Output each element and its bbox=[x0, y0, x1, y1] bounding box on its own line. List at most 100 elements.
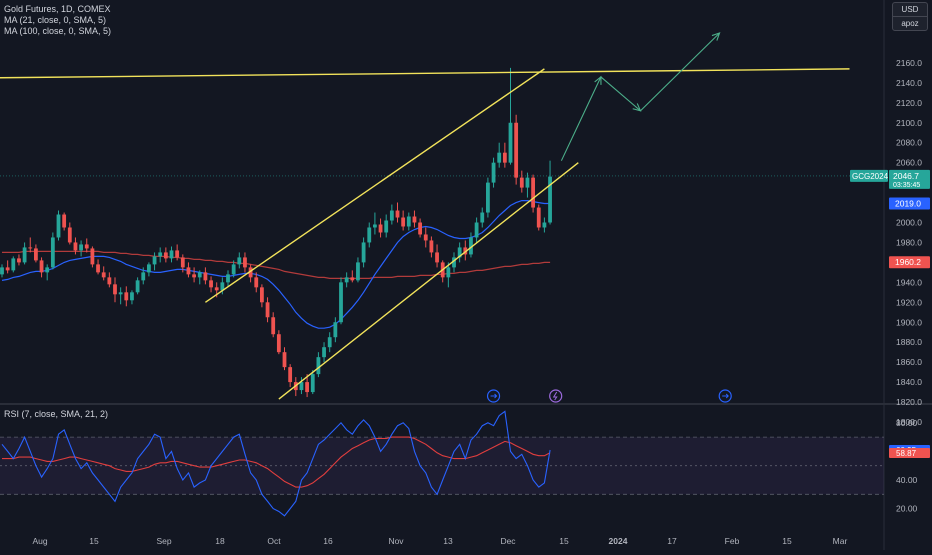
symbol-tag-bg bbox=[850, 169, 888, 182]
candle-body bbox=[96, 264, 100, 273]
candle-body bbox=[401, 217, 406, 227]
candle-body bbox=[469, 237, 473, 255]
candle-body bbox=[282, 352, 287, 368]
candle-body bbox=[124, 292, 129, 301]
candle-body bbox=[237, 257, 242, 265]
candle-body bbox=[141, 272, 146, 281]
price-tick-label: 2000.0 bbox=[896, 218, 922, 228]
currency-sub-label: apoz bbox=[901, 19, 919, 28]
candle-body bbox=[519, 177, 524, 188]
candle-body bbox=[327, 337, 332, 348]
candle-body bbox=[231, 264, 236, 275]
candle-body bbox=[254, 277, 259, 288]
candle-body bbox=[260, 287, 264, 303]
candle-body bbox=[50, 237, 55, 268]
time-tick-label: 13 bbox=[443, 536, 453, 546]
calendar-event-icon-glyph bbox=[722, 393, 729, 399]
candle-body bbox=[463, 247, 468, 255]
candle-body bbox=[226, 274, 230, 283]
candle-body bbox=[186, 267, 191, 275]
time-tick-label: 2024 bbox=[609, 536, 628, 546]
ma-slow-legend[interactable]: MA (100, close, 0, SMA, 5) bbox=[4, 26, 112, 36]
candle-body bbox=[17, 258, 21, 263]
price-tick-label: 2100.0 bbox=[896, 118, 922, 128]
candle-body bbox=[118, 292, 123, 295]
candle-body bbox=[90, 248, 95, 265]
candle-body bbox=[101, 272, 106, 278]
candle-body bbox=[243, 257, 247, 268]
candle-body bbox=[418, 222, 422, 235]
candle-body bbox=[197, 272, 202, 278]
candle-body bbox=[457, 247, 462, 258]
candle-body bbox=[389, 210, 394, 221]
candle-body bbox=[248, 267, 253, 278]
rsi-tick-label: 40.00 bbox=[896, 475, 918, 485]
candle-body bbox=[322, 347, 326, 358]
candle-body bbox=[79, 244, 83, 251]
time-tick-label: Feb bbox=[725, 536, 740, 546]
price-tick-label: 1940.0 bbox=[896, 277, 922, 287]
ma-fast-legend[interactable]: MA (21, close, 0, SMA, 5) bbox=[4, 15, 107, 25]
candle-body bbox=[180, 257, 185, 268]
candle-body bbox=[542, 222, 547, 228]
rsi-legend[interactable]: RSI (7, close, SMA, 21, 2) bbox=[4, 409, 109, 419]
projection-path bbox=[560, 32, 720, 161]
price-tick-label: 1900.0 bbox=[896, 317, 922, 327]
price-tick-label: 1820.0 bbox=[896, 397, 922, 407]
candle-body bbox=[152, 256, 157, 265]
rsi-ma-line bbox=[2, 436, 551, 488]
time-tick-label: 17 bbox=[667, 536, 677, 546]
symbol-legend[interactable]: Gold Futures, 1D, COMEX bbox=[4, 4, 111, 14]
currency-selector[interactable]: USD apoz bbox=[892, 2, 928, 31]
price-tick-label: 1980.0 bbox=[896, 237, 922, 247]
candle-body bbox=[299, 382, 304, 391]
candle-body bbox=[395, 210, 400, 218]
candle-body bbox=[406, 216, 411, 227]
time-tick-label: Nov bbox=[388, 536, 404, 546]
candle-body bbox=[135, 280, 140, 293]
candle-body bbox=[384, 220, 389, 233]
ma-slow-value-tag: 1960.2 bbox=[895, 257, 921, 267]
ma-fast-value-tag-bg bbox=[889, 197, 930, 210]
candle-body bbox=[305, 382, 309, 393]
candle-body bbox=[491, 162, 496, 183]
time-tick-label: 18 bbox=[215, 536, 225, 546]
candle-body bbox=[412, 216, 417, 223]
price-tick-label: 2160.0 bbox=[896, 58, 922, 68]
candle-body bbox=[73, 242, 78, 251]
candle-body bbox=[39, 260, 44, 273]
candle-body bbox=[536, 207, 541, 228]
candle-body bbox=[11, 258, 16, 271]
candle-body bbox=[62, 214, 67, 228]
price-tick-label: 1920.0 bbox=[896, 297, 922, 307]
candle-body bbox=[525, 177, 530, 188]
candle-body bbox=[339, 282, 343, 323]
price-tick-label: 2060.0 bbox=[896, 158, 922, 168]
candle-body bbox=[497, 152, 502, 163]
candle-body bbox=[429, 240, 434, 253]
candle-body bbox=[474, 222, 479, 238]
candle-body bbox=[67, 227, 72, 243]
time-tick-label: Sep bbox=[156, 536, 171, 546]
channel-upper-line bbox=[205, 68, 545, 303]
price-tick-label: 1840.0 bbox=[896, 377, 922, 387]
candle-body bbox=[5, 267, 10, 271]
candle-body bbox=[209, 280, 213, 288]
candle-body bbox=[265, 302, 270, 318]
lightning-icon bbox=[549, 389, 563, 403]
resistance-line bbox=[0, 68, 850, 79]
candle-body bbox=[446, 267, 451, 278]
candle-body bbox=[271, 317, 276, 335]
candle-body bbox=[514, 122, 519, 178]
candle-body bbox=[531, 177, 535, 208]
candle-body bbox=[480, 212, 485, 223]
candle-body bbox=[350, 277, 355, 281]
candle-body bbox=[158, 252, 163, 257]
candle-body bbox=[435, 252, 439, 263]
candle-body bbox=[163, 252, 168, 259]
candle-body bbox=[169, 250, 174, 259]
time-tick-label: 15 bbox=[89, 536, 99, 546]
price-tick-label: 2080.0 bbox=[896, 138, 922, 148]
candle-body bbox=[333, 322, 338, 338]
